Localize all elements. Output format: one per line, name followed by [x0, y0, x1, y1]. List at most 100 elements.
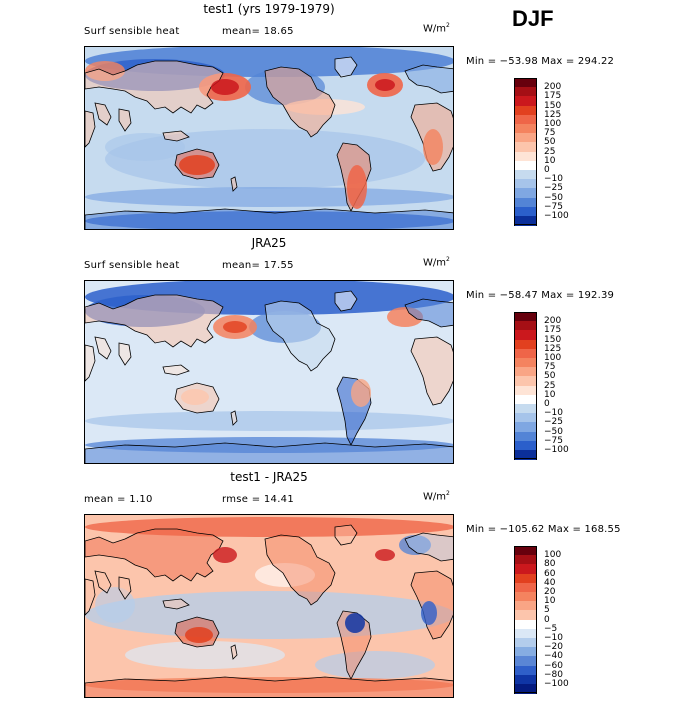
colorbar-tick-label: 100: [544, 550, 562, 561]
field-contour: [399, 535, 431, 555]
coastline: [85, 208, 453, 229]
coastline: [230, 410, 238, 426]
field-contour: [255, 563, 315, 587]
coastline: [264, 300, 336, 372]
coastline: [94, 570, 112, 594]
field-contour: [351, 379, 371, 407]
coastline: [230, 176, 238, 192]
map-jra25: [84, 280, 454, 464]
field-contour: [179, 155, 215, 175]
field-contour: [181, 389, 209, 405]
colorbar-tick-label: 10: [544, 155, 556, 166]
colorbar-tick-label: 100: [544, 119, 562, 129]
diff-mean-label: mean = 1.10: [84, 494, 153, 505]
coastline: [162, 364, 190, 376]
field-contour: [315, 651, 435, 679]
coastline: [85, 60, 224, 114]
coastline: [85, 294, 224, 348]
coastline: [334, 56, 358, 78]
coastline: [118, 342, 132, 366]
coastline: [404, 532, 453, 562]
colorbar-tick-label: 175: [544, 325, 562, 336]
colorbar-tick-label: 200: [544, 82, 562, 93]
units-label: W/m2: [423, 256, 450, 269]
colorbar-tick-label: 50: [544, 371, 556, 382]
colorbar-tick-label: 10: [544, 596, 556, 607]
map-difference: [84, 514, 454, 698]
variable-label: Surf sensible heat: [84, 26, 180, 37]
coastline: [162, 598, 190, 610]
coastline: [230, 644, 238, 660]
panel-title: JRA25: [251, 236, 287, 250]
colorbar-tick-label: 175: [544, 91, 562, 102]
coastline: [85, 676, 453, 697]
colorbar-tick-label: 40: [544, 577, 556, 588]
panel-test1: test1 (yrs 1979-1979) Surf sensible heat…: [0, 2, 700, 234]
panel-title: test1 (yrs 1979-1979): [203, 2, 335, 16]
colorbar-test1: 200 175 150 125 100 75 50 25 10 0 −10 −25 −50 −75 −100: [514, 78, 574, 228]
units-label: W/m2: [423, 490, 450, 503]
colorbar-tick-label: −10: [544, 633, 563, 643]
colorbar-tick-label: −100: [544, 445, 569, 455]
colorbar-tick-label: −100: [544, 679, 569, 689]
mean-label: mean= 17.55: [222, 260, 294, 271]
field-contour: [347, 165, 367, 209]
field-contour: [105, 133, 185, 161]
coastline: [85, 344, 96, 382]
colorbar-tick-label: 5: [544, 605, 550, 616]
coastline: [334, 290, 358, 312]
minmax-label: Min = −58.47 Max = 192.39: [466, 290, 615, 301]
colorbar-tick-label: 75: [544, 128, 556, 139]
colorbar-tick-label: 60: [544, 568, 556, 579]
colorbar-tick-label: −60: [544, 660, 563, 671]
field-contour: [421, 601, 437, 625]
colorbar-tick-label: −5: [544, 623, 558, 634]
panel-jra25: JRA25 Surf sensible heat mean= 17.55 W/m…: [0, 236, 700, 468]
colorbar-tick-label: −50: [544, 426, 563, 437]
mean-label: mean= 18.65: [222, 26, 294, 37]
colorbar-tick-label: 125: [544, 343, 562, 354]
field-contour: [223, 321, 247, 333]
coastline: [85, 110, 96, 148]
coastline: [85, 528, 224, 582]
field-contour: [213, 547, 237, 563]
field-contour: [211, 79, 239, 95]
panel-difference: test1 - JRA25 mean = 1.10 rmse = 14.41 W…: [0, 470, 700, 702]
minmax-label: Min = −105.62 Max = 168.55: [466, 524, 621, 535]
coastline: [118, 576, 132, 600]
panel-title: test1 - JRA25: [230, 470, 308, 484]
field-contour: [375, 549, 395, 561]
colorbar-tick-label: 20: [544, 587, 556, 597]
colorbar-tick-label: −75: [544, 435, 563, 446]
variable-label: Surf sensible heat: [84, 260, 180, 271]
map-field: [85, 515, 453, 697]
colorbar-tick-label: 25: [544, 380, 556, 391]
season-label: DJF: [512, 6, 554, 31]
colorbar-jra25: 200 175 150 125 100 75 50 25 10 0 −10 −25 −50 −75 −100: [514, 312, 574, 462]
coastline: [162, 130, 190, 142]
map-test1: [84, 46, 454, 230]
map-field: [85, 281, 453, 463]
field-contour: [375, 79, 395, 91]
colorbar-tick-label: −50: [544, 192, 563, 203]
colorbar-tick-label: 0: [544, 399, 550, 409]
coastline: [410, 336, 453, 406]
colorbar-tick-label: −80: [544, 669, 563, 680]
colorbar-tick-label: −10: [544, 174, 563, 185]
coastline: [85, 578, 96, 616]
colorbar-tick-label: 0: [544, 614, 550, 625]
field-contour: [345, 613, 365, 633]
colorbar-tick-label: 25: [544, 146, 556, 157]
rmse-label: rmse = 14.41: [222, 494, 295, 505]
field-contour: [85, 187, 453, 207]
coastline: [404, 298, 453, 328]
field-contour: [125, 641, 285, 669]
colorbar-tick-label: 50: [544, 137, 556, 148]
colorbar-difference: 100 80 60 40 20 10 5 0 −5 −10 −20 −40 −60 −80 −100: [514, 546, 574, 696]
field-contour: [185, 627, 213, 643]
colorbar-tick-label: 80: [544, 559, 556, 570]
coastline: [404, 64, 453, 94]
colorbar-tick-label: 150: [544, 100, 562, 111]
field-contour: [85, 411, 453, 431]
colorbar-tick-label: −20: [544, 642, 563, 653]
